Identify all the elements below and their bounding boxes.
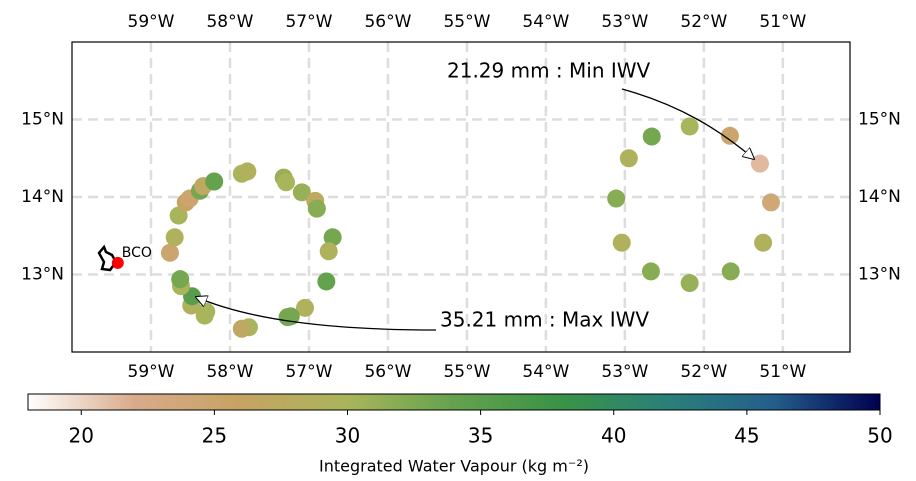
- x-tick-label: 56°W: [364, 362, 411, 382]
- data-point: [721, 262, 740, 281]
- data-point: [642, 127, 661, 146]
- x-tick-label: 58°W: [206, 12, 253, 32]
- x-tick-label: 53°W: [601, 12, 648, 32]
- data-point: [680, 117, 699, 136]
- data-point: [171, 270, 190, 289]
- x-tick-label: 54°W: [522, 362, 569, 382]
- x-tick-label: 54°W: [522, 12, 569, 32]
- data-point: [762, 193, 781, 212]
- annotation-arrow: [621, 88, 754, 159]
- annotation: 35.21 mm : Max IWV: [440, 308, 649, 332]
- x-tick-label: 57°W: [285, 362, 332, 382]
- data-point: [292, 183, 311, 202]
- data-point: [165, 228, 184, 247]
- data-point: [205, 172, 224, 191]
- colorbar-tick-label: 30: [335, 424, 360, 448]
- data-point: [607, 189, 626, 208]
- data-point: [169, 206, 188, 225]
- data-point: [238, 162, 257, 181]
- x-tick-label: 53°W: [601, 362, 648, 382]
- data-point: [323, 228, 342, 247]
- y-tick-label: 14°N: [858, 187, 901, 207]
- colorbar-tick-label: 45: [734, 424, 759, 448]
- data-point: [754, 233, 773, 252]
- data-point: [319, 242, 338, 261]
- site-label: BCO: [122, 245, 152, 261]
- data-point: [641, 262, 660, 281]
- x-tick-label: 56°W: [364, 12, 411, 32]
- x-tick-label: 58°W: [206, 362, 253, 382]
- x-tick-label: 52°W: [680, 362, 727, 382]
- colorbar-tick-label: 20: [69, 424, 94, 448]
- data-point: [619, 149, 638, 168]
- annotation: 21.29 mm : Min IWV: [447, 59, 651, 83]
- colorbar-tick-label: 35: [468, 424, 493, 448]
- x-tick-label: 51°W: [759, 12, 806, 32]
- annotation-arrow: [196, 297, 437, 331]
- island-outline: [97, 244, 118, 272]
- x-tick-label: 52°W: [680, 12, 727, 32]
- data-point: [160, 243, 179, 262]
- x-tick-label: 59°W: [128, 12, 175, 32]
- y-tick-label: 13°N: [858, 265, 901, 285]
- plot-frame: [71, 41, 851, 353]
- site-marker: [111, 256, 124, 269]
- data-point: [195, 306, 214, 325]
- y-tick-label: 14°N: [21, 187, 64, 207]
- y-tick-label: 13°N: [21, 265, 64, 285]
- x-tick-label: 51°W: [759, 362, 806, 382]
- data-point: [296, 298, 315, 317]
- colorbar: [27, 393, 881, 411]
- x-tick-label: 55°W: [443, 362, 490, 382]
- data-point: [232, 319, 251, 338]
- colorbar-tick-label: 25: [202, 424, 227, 448]
- colorbar-tick-label: 50: [867, 424, 892, 448]
- data-point: [680, 274, 699, 293]
- data-point: [277, 173, 296, 192]
- x-tick-label: 55°W: [443, 12, 490, 32]
- data-point: [750, 154, 769, 173]
- data-point: [720, 126, 739, 145]
- x-tick-label: 57°W: [285, 12, 332, 32]
- data-point: [317, 272, 336, 291]
- y-tick-label: 15°N: [858, 110, 901, 130]
- data-point: [612, 233, 631, 252]
- data-point: [307, 199, 326, 218]
- colorbar-label: Integrated Water Vapour (kg m⁻²): [319, 457, 589, 476]
- colorbar-tick-label: 40: [601, 424, 626, 448]
- data-point: [278, 308, 297, 327]
- x-tick-label: 59°W: [128, 362, 175, 382]
- y-tick-label: 15°N: [21, 110, 64, 130]
